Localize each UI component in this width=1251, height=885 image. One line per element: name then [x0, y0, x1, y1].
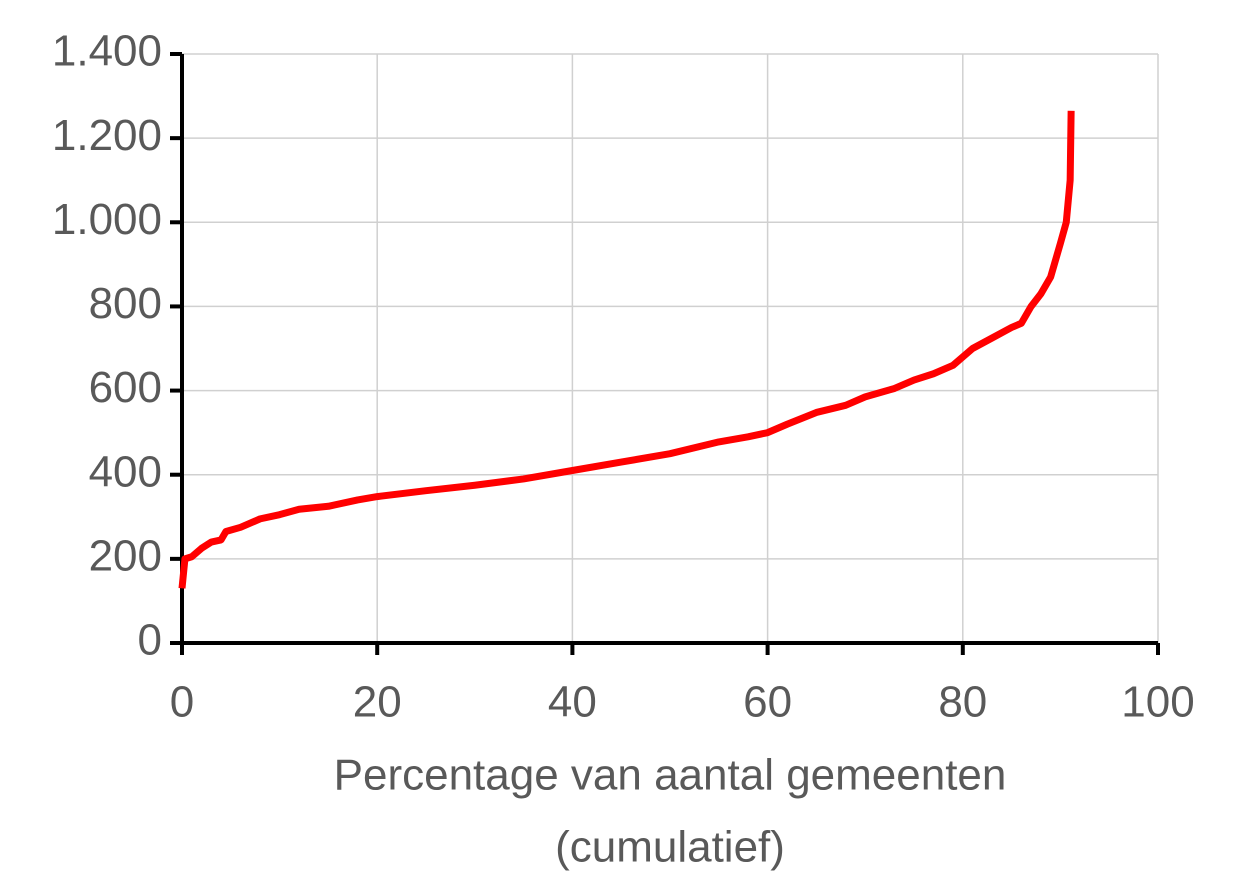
- x-tick-label: 40: [548, 678, 597, 727]
- y-tick-label: 200: [89, 531, 162, 580]
- x-tick-label: 100: [1121, 678, 1194, 727]
- x-tick-label: 0: [170, 678, 194, 727]
- x-tick-label: 80: [938, 678, 987, 727]
- x-axis-label: (cumulatief): [555, 823, 785, 872]
- data-line: [178, 110, 1075, 589]
- y-tick-label: 600: [89, 363, 162, 412]
- y-tick-label: 400: [89, 447, 162, 496]
- y-tick-label: 800: [89, 279, 162, 328]
- x-axis-label: Percentage van aantal gemeenten: [334, 751, 1007, 800]
- y-tick-label: 1.200: [52, 111, 162, 160]
- x-tick-label: 20: [353, 678, 402, 727]
- y-tick-label: 1.000: [52, 195, 162, 244]
- y-tick-label: 1.400: [52, 27, 162, 76]
- x-tick-label: 60: [743, 678, 792, 727]
- y-tick-label: 0: [138, 616, 162, 665]
